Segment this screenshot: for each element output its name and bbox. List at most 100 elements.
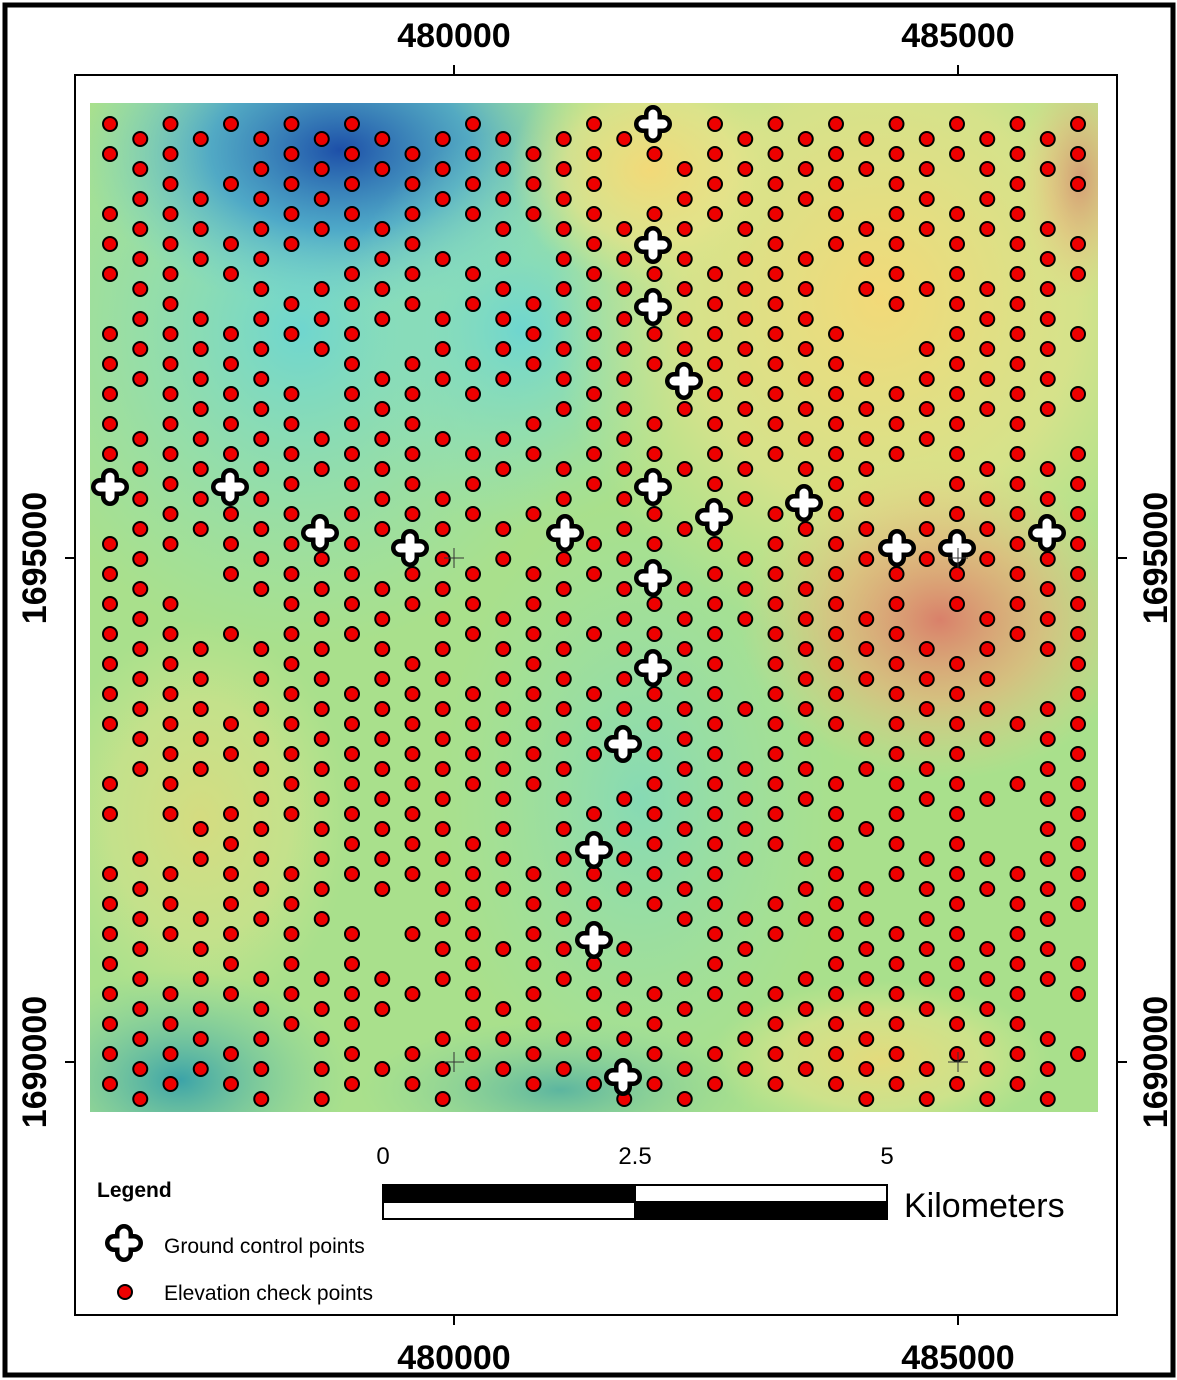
elevation-check-point (1041, 312, 1055, 326)
elevation-check-point (133, 522, 147, 536)
elevation-check-point (436, 672, 450, 686)
elevation-check-point (738, 402, 752, 416)
elevation-check-point (1041, 372, 1055, 386)
elevation-check-point (708, 987, 722, 1001)
elevation-check-point (829, 1017, 843, 1031)
elevation-check-point (950, 1047, 964, 1061)
elevation-check-point (224, 357, 238, 371)
elevation-check-point (950, 987, 964, 1001)
elevation-check-point (194, 342, 208, 356)
elevation-check-point (345, 117, 359, 131)
elevation-check-point (799, 762, 813, 776)
elevation-check-point (769, 837, 783, 851)
elevation-check-point (1011, 777, 1025, 791)
elevation-check-point (1011, 717, 1025, 731)
map-figure: Legend Ground control points Elevation c… (0, 0, 1177, 1380)
elevation-check-point (1041, 552, 1055, 566)
elevation-check-point (708, 387, 722, 401)
elevation-check-point (224, 867, 238, 881)
elevation-check-point (406, 387, 420, 401)
elevation-check-point (859, 972, 873, 986)
elevation-check-point (1071, 117, 1085, 131)
elevation-check-point (950, 297, 964, 311)
elevation-check-point (254, 282, 268, 296)
elevation-check-point (587, 207, 601, 221)
elevation-check-point (829, 987, 843, 1001)
elevation-check-point (890, 177, 904, 191)
elevation-check-point (194, 312, 208, 326)
elevation-check-point (557, 852, 571, 866)
elevation-check-point (285, 897, 299, 911)
elevation-check-point (164, 267, 178, 281)
elevation-check-point (164, 597, 178, 611)
elevation-check-point (133, 552, 147, 566)
elevation-check-point (254, 252, 268, 266)
elevation-check-point (496, 252, 510, 266)
elevation-check-point (678, 672, 692, 686)
elevation-check-point (527, 987, 541, 1001)
elevation-check-point (799, 312, 813, 326)
elevation-check-point (1041, 792, 1055, 806)
elevation-check-point (1041, 1032, 1055, 1046)
elevation-check-point (1071, 447, 1085, 461)
elevation-check-point (950, 117, 964, 131)
elevation-check-point (648, 357, 662, 371)
elevation-check-point (466, 267, 480, 281)
elevation-check-point (224, 897, 238, 911)
elevation-check-point (980, 462, 994, 476)
elevation-check-point (617, 552, 631, 566)
elevation-check-point (738, 192, 752, 206)
elevation-check-point (557, 582, 571, 596)
elevation-check-point (133, 492, 147, 506)
elevation-check-point (103, 267, 117, 281)
elevation-check-point (164, 627, 178, 641)
elevation-check-point (557, 1062, 571, 1076)
elevation-check-point (708, 1047, 722, 1061)
elevation-check-point (466, 147, 480, 161)
elevation-check-point (769, 537, 783, 551)
elevation-check-point (527, 177, 541, 191)
elevation-check-point (466, 987, 480, 1001)
elevation-check-point (254, 132, 268, 146)
elevation-check-point (254, 552, 268, 566)
elevation-check-point (738, 1062, 752, 1076)
elevation-check-point (133, 672, 147, 686)
elevation-check-point (980, 1062, 994, 1076)
elevation-check-point (678, 732, 692, 746)
elevation-check-point (587, 987, 601, 1001)
elevation-check-point (315, 852, 329, 866)
elevation-check-point (103, 567, 117, 581)
elevation-check-point (164, 507, 178, 521)
elevation-check-point (678, 852, 692, 866)
elevation-check-point (466, 717, 480, 731)
ground-control-point (704, 507, 724, 527)
elevation-check-point (950, 147, 964, 161)
elevation-check-point (890, 597, 904, 611)
elevation-check-point (224, 237, 238, 251)
elevation-check-point (1011, 987, 1025, 1001)
elevation-check-point (799, 402, 813, 416)
y-tick-label: 1695000 (1137, 492, 1175, 624)
elevation-check-point (254, 852, 268, 866)
elevation-check-point (587, 627, 601, 641)
elevation-check-point (617, 342, 631, 356)
elevation-check-point (738, 282, 752, 296)
elevation-check-point (496, 192, 510, 206)
elevation-check-point (708, 417, 722, 431)
elevation-check-point (436, 972, 450, 986)
elevation-check-point (345, 357, 359, 371)
elevation-check-point (164, 1047, 178, 1061)
elevation-check-point (557, 702, 571, 716)
elevation-check-point (1041, 732, 1055, 746)
elevation-check-point (1071, 237, 1085, 251)
elevation-check-point (406, 147, 420, 161)
elevation-check-point (285, 147, 299, 161)
elevation-check-point (345, 537, 359, 551)
elevation-check-point (708, 207, 722, 221)
elevation-check-point (496, 342, 510, 356)
elevation-check-point (617, 882, 631, 896)
elevation-check-point (406, 747, 420, 761)
elevation-check-point (890, 567, 904, 581)
elevation-check-point (799, 972, 813, 986)
elevation-check-point (890, 297, 904, 311)
